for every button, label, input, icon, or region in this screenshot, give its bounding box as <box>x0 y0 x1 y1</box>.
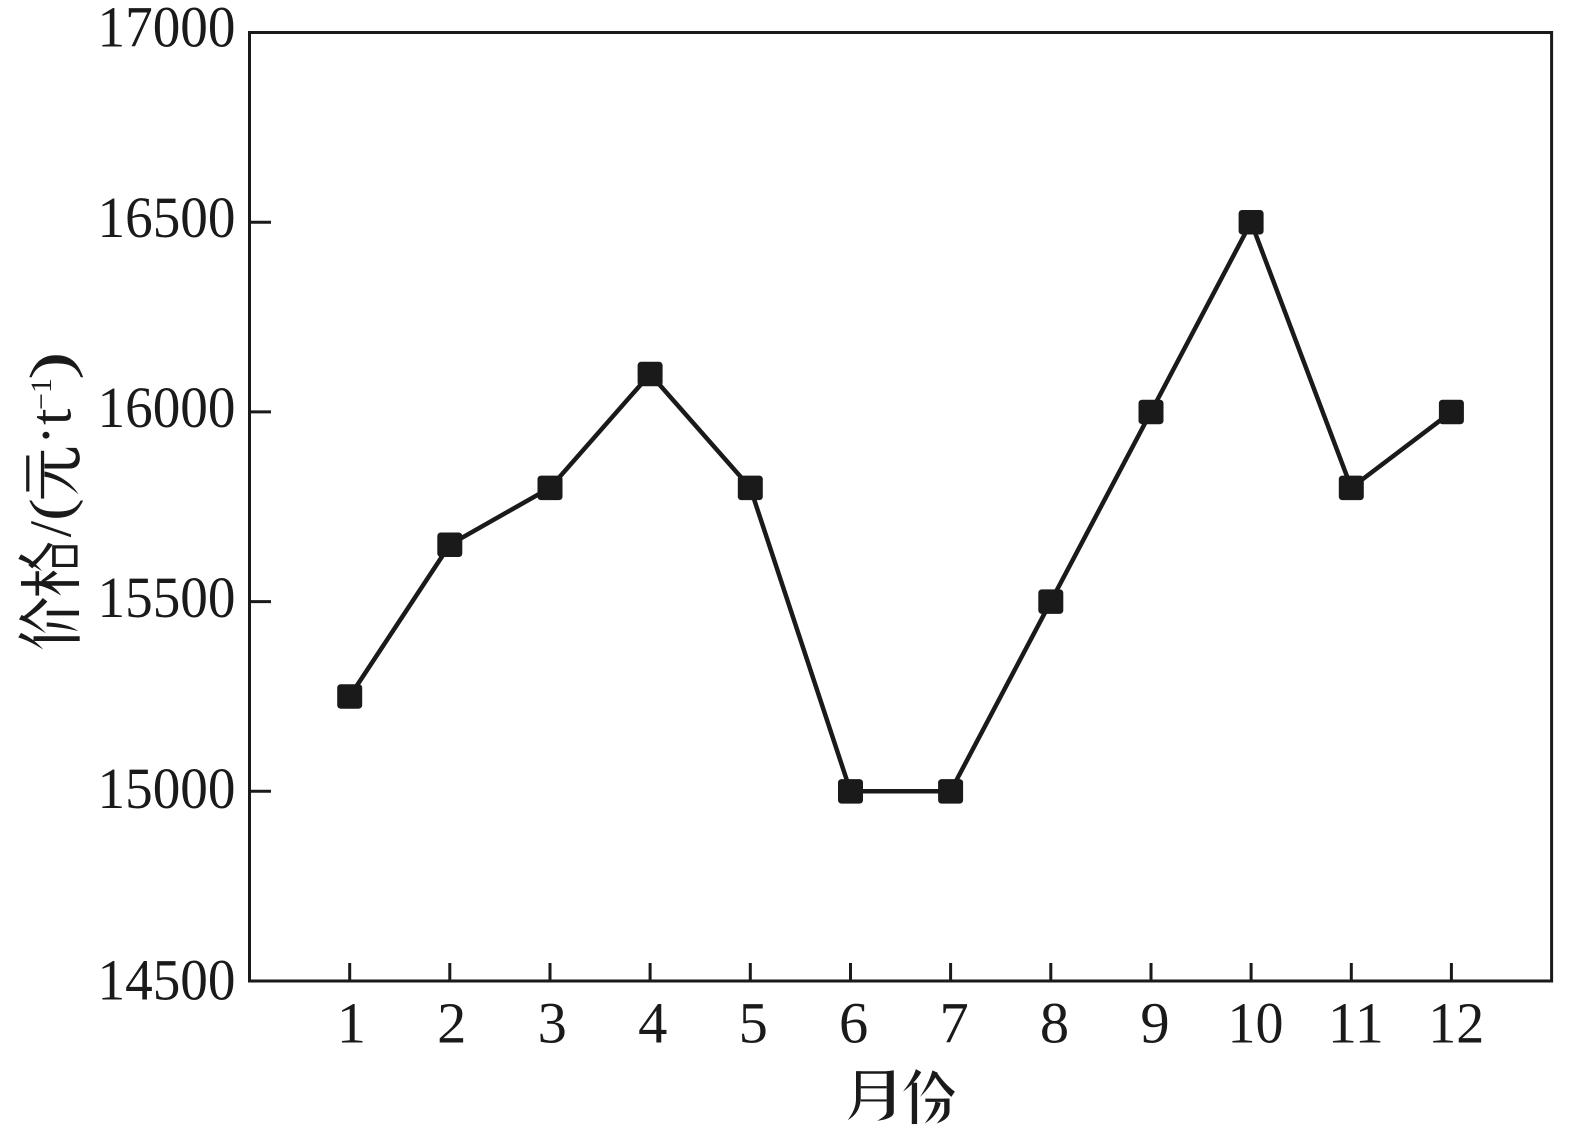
svg-text:t: t <box>18 408 84 425</box>
svg-text:16500: 16500 <box>98 185 236 250</box>
svg-text:12: 12 <box>1428 990 1484 1055</box>
svg-text:15000: 15000 <box>98 756 236 821</box>
svg-text:14500: 14500 <box>98 947 236 1012</box>
svg-text:): ) <box>18 352 83 380</box>
svg-text:·: · <box>13 425 79 445</box>
svg-text:−1: −1 <box>25 378 58 410</box>
svg-text:(: ( <box>18 498 84 521</box>
svg-text:2: 2 <box>437 990 466 1055</box>
svg-text:11: 11 <box>1328 990 1384 1055</box>
svg-text:4: 4 <box>638 990 667 1055</box>
svg-text:10: 10 <box>1228 990 1284 1055</box>
svg-text:9: 9 <box>1140 990 1169 1055</box>
svg-text:1: 1 <box>337 990 366 1055</box>
svg-text:5: 5 <box>739 990 768 1055</box>
svg-text:15500: 15500 <box>98 565 236 630</box>
svg-text:8: 8 <box>1040 990 1069 1055</box>
svg-text:/: / <box>18 520 84 537</box>
svg-text:16000: 16000 <box>98 375 236 440</box>
svg-text:7: 7 <box>939 990 968 1055</box>
svg-text:17000: 17000 <box>98 0 236 60</box>
svg-text:3: 3 <box>538 990 567 1055</box>
svg-text:6: 6 <box>839 990 868 1055</box>
